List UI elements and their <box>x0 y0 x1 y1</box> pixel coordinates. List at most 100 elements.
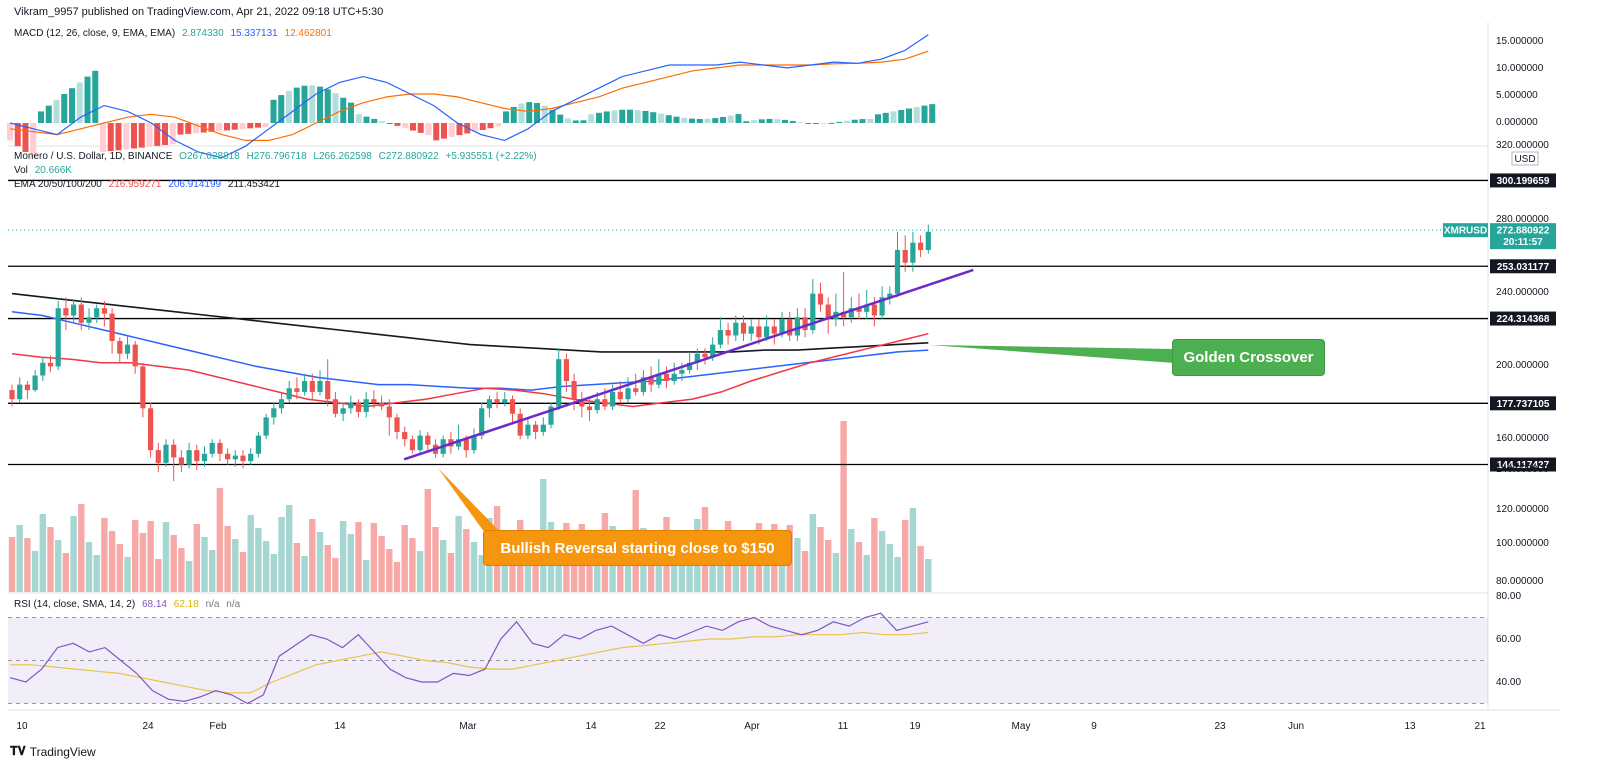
macd-histogram-bar <box>836 121 843 123</box>
price-axis-partial-label: 140.000000 <box>1496 464 1549 475</box>
level-tag-label: 224.314368 <box>1497 314 1550 325</box>
macd-histogram-bar <box>363 116 370 123</box>
volume-bar <box>917 546 924 592</box>
volume-bar <box>886 544 893 592</box>
volume-bar <box>871 518 878 592</box>
macd-histogram-bar <box>665 115 672 123</box>
volume-bar <box>902 520 909 592</box>
volume-bar <box>339 521 347 592</box>
candle-body <box>779 319 785 334</box>
volume-bar <box>232 539 239 592</box>
macd-histogram-bar <box>402 123 409 129</box>
candle-body <box>694 353 700 363</box>
candle-body <box>771 326 777 334</box>
candle-body <box>556 359 562 407</box>
macd-histogram-bar <box>890 111 897 123</box>
volume-bar <box>24 538 31 592</box>
macd-histogram-bar <box>510 106 517 123</box>
volume-bar <box>193 524 200 592</box>
volume-bar <box>509 557 516 592</box>
candle-body <box>525 424 531 436</box>
macd-histogram-bar <box>549 110 556 123</box>
macd-histogram-bar <box>433 123 440 141</box>
time-axis-label: Mar <box>459 721 477 732</box>
candle-body <box>509 399 516 414</box>
candle-body <box>548 406 554 425</box>
macd-histogram-bar <box>789 120 796 123</box>
candle-body <box>794 317 800 336</box>
macd-histogram-bar <box>22 123 29 152</box>
volume-bar <box>455 516 462 592</box>
macd-histogram-bar <box>518 103 525 123</box>
volume-bar <box>247 515 254 592</box>
volume-bar <box>93 555 100 592</box>
macd-histogram-bar <box>14 123 21 147</box>
level-tag <box>1490 173 1556 188</box>
candle-body <box>887 293 893 298</box>
candle-body <box>248 453 254 462</box>
candle-body <box>425 435 431 445</box>
volume-bar <box>209 550 216 592</box>
candle-body <box>910 242 916 263</box>
high-value: H276.796718 <box>246 151 307 162</box>
macd-histogram-bar <box>704 118 711 123</box>
macd-line-value: 15.337131 <box>230 28 278 39</box>
tradingview-logo[interactable]: 𝐓𝐕 TradingView <box>10 744 96 759</box>
price-axis-label: 80.000000 <box>1496 576 1544 587</box>
macd-signal-value: 12.462801 <box>284 28 332 39</box>
volume-bar <box>863 555 870 592</box>
candle-body <box>117 340 123 354</box>
volume-bar <box>840 421 847 592</box>
ema100-line <box>11 311 929 391</box>
volume-bar <box>286 505 293 592</box>
macd-histogram-bar <box>193 123 199 134</box>
candle-body <box>825 304 831 320</box>
rsi-line <box>9 612 929 705</box>
macd-histogram-bar <box>61 94 68 123</box>
macd-histogram-bar <box>185 123 192 134</box>
volume-bar <box>139 533 147 592</box>
low-value: L266.262598 <box>313 151 372 162</box>
macd-histogram-bar <box>177 123 184 135</box>
macd-histogram-bar <box>417 123 424 133</box>
volume-bar <box>255 528 262 592</box>
candle-body <box>679 370 685 374</box>
volume-bar <box>925 559 932 592</box>
volume-bar <box>532 546 539 592</box>
volume-bar <box>170 535 177 592</box>
macd-histogram-bar <box>751 120 757 123</box>
candle-body <box>294 388 300 392</box>
macd-histogram-bar <box>844 120 850 123</box>
macd-axis-label: 15.000000 <box>1496 36 1544 47</box>
time-axis-label: 21 <box>1474 721 1486 732</box>
macd-histogram-bar <box>154 123 161 146</box>
macd-histogram-bar <box>293 87 300 123</box>
volume-bar <box>401 525 408 592</box>
rsi-axis-label: 60.00 <box>1496 634 1521 645</box>
time-axis-label: 22 <box>654 721 666 732</box>
volume-bar <box>332 558 339 592</box>
level-tag-label: 177.737105 <box>1497 399 1550 410</box>
macd-histogram-bar <box>495 123 502 127</box>
macd-histogram-bar <box>379 121 385 123</box>
candle-body <box>671 373 677 381</box>
candle-body <box>340 408 346 414</box>
volume-bar <box>825 540 832 592</box>
macd-histogram-bar <box>355 114 362 123</box>
ema20-line <box>11 332 929 408</box>
macd-histogram-bar <box>30 123 37 158</box>
time-axis-label: 10 <box>16 721 28 732</box>
candle-body <box>817 293 824 305</box>
macd-histogram-bar <box>394 123 401 126</box>
macd-histogram-bar <box>7 123 13 141</box>
macd-histogram-bar <box>898 109 905 123</box>
rsi-label: RSI (14, close, SMA, 14, 2) <box>14 599 136 610</box>
macd-histogram-bar <box>371 118 378 123</box>
macd-histogram-bar <box>572 120 579 123</box>
macd-histogram-bar <box>216 123 223 132</box>
macd-histogram-bar <box>262 123 269 127</box>
volume-bar <box>686 556 693 592</box>
macd-histogram-bar <box>69 88 75 123</box>
macd-label: MACD (12, 26, close, 9, EMA, EMA) <box>14 28 176 39</box>
